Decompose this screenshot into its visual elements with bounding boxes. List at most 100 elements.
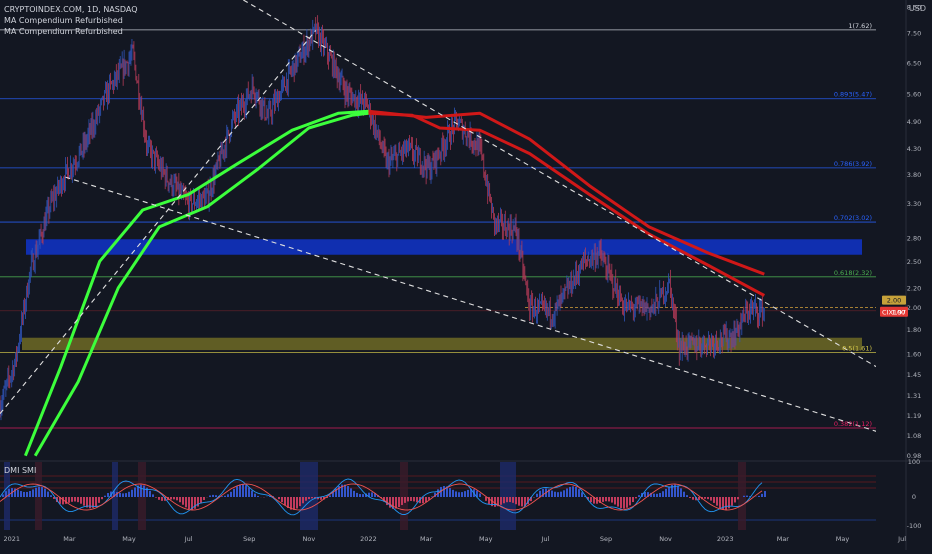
dmi-bar: [635, 497, 637, 498]
dmi-bar: [350, 488, 352, 497]
dmi-bar: [299, 497, 301, 506]
dmi-bar: [632, 497, 634, 502]
y-tick-1: 7.50: [907, 30, 921, 38]
dmi-bar: [224, 496, 226, 497]
dmi-bar: [638, 495, 640, 497]
dmi-bar: [692, 497, 694, 500]
fib-label-0: 1(7.62): [848, 22, 872, 30]
x-tick-9: Jul: [540, 535, 549, 543]
dmi-bar: [131, 490, 133, 497]
dmi-bar: [443, 486, 445, 497]
dmi-bar: [296, 497, 298, 508]
dmi-bar: [602, 497, 604, 502]
dmi-bar: [731, 497, 733, 506]
fib-label-6: 0.382(1.12): [834, 420, 872, 428]
x-tick-5: Nov: [302, 535, 315, 543]
dmi-bar: [359, 494, 361, 497]
dmi-bar: [347, 486, 349, 497]
dmi-bar: [101, 497, 103, 499]
dmi-label[interactable]: DMI SMI: [4, 466, 36, 475]
dmi-bar: [707, 497, 709, 499]
dmi-bar: [662, 491, 664, 497]
dmi-bar: [614, 497, 616, 504]
dmi-bar: [35, 488, 37, 497]
dmi-bar: [83, 497, 85, 506]
dmi-bar: [344, 485, 346, 497]
dmi-bar: [626, 497, 628, 508]
dmi-bar: [221, 496, 223, 497]
dmi-bar: [104, 496, 106, 497]
dmi-bar: [29, 491, 31, 497]
y-tick-7: 3.30: [907, 200, 921, 208]
fib-label-2: 0.786(3.92): [834, 160, 872, 168]
dmi-bar: [575, 487, 577, 497]
dmi-bar: [248, 488, 250, 497]
dmi-bar: [293, 497, 295, 510]
dmi-band-6: [500, 462, 516, 530]
dmi-bar: [197, 497, 199, 506]
dmi-bar: [572, 486, 574, 497]
dmi-bar: [461, 492, 463, 497]
dmi-bar: [719, 497, 721, 508]
currency-label: USD: [909, 4, 926, 13]
dmi-bar: [140, 485, 142, 497]
dmi-bar: [554, 492, 556, 497]
dmi-bar: [236, 486, 238, 497]
dmi-bar: [629, 497, 631, 505]
dmi-tick-1: 0: [912, 493, 916, 501]
dmi-bar: [689, 497, 691, 498]
dmi-bar: [407, 497, 409, 501]
dmi-bar: [233, 489, 235, 497]
dmi-bar: [329, 495, 331, 497]
dmi-bar: [107, 493, 109, 497]
dmi-bar: [764, 491, 766, 497]
dmi-bar: [134, 487, 136, 497]
y-tick-5: 4.30: [907, 145, 921, 153]
dmi-bar: [710, 497, 712, 501]
dmi-bar: [659, 493, 661, 497]
dmi-bar: [686, 495, 688, 497]
dmi-bar: [20, 491, 22, 497]
x-tick-15: Jul: [897, 535, 906, 543]
x-tick-14: May: [836, 535, 850, 543]
dmi-bar: [746, 496, 748, 497]
dmi-bar: [464, 491, 466, 497]
x-tick-12: 2023: [717, 535, 734, 543]
dmi-bar: [590, 497, 592, 502]
y-tick-4: 4.90: [907, 118, 921, 126]
dmi-bar: [422, 497, 424, 503]
dmi-bar: [758, 496, 760, 497]
dmi-bar: [410, 497, 412, 501]
dmi-bar: [2, 494, 4, 497]
dmi-bar: [509, 497, 511, 502]
dmi-bar: [98, 497, 100, 503]
dmi-bar: [245, 485, 247, 497]
dmi-bar: [89, 497, 91, 508]
dmi-bar: [188, 497, 190, 509]
dmi-bar: [32, 489, 34, 497]
dmi-bar: [467, 490, 469, 497]
dmi-bar: [305, 497, 307, 501]
dmi-bar: [38, 487, 40, 497]
dmi-bar: [761, 494, 763, 497]
dmi-tick-0: 100: [908, 458, 920, 466]
dmi-bar: [581, 492, 583, 497]
dmi-bar: [308, 497, 310, 499]
dmi-bar: [251, 491, 253, 497]
dmi-bar: [557, 492, 559, 497]
dmi-bar: [74, 497, 76, 501]
dmi-bar: [698, 497, 700, 500]
dmi-bar: [458, 492, 460, 497]
dmi-bar: [68, 497, 70, 503]
y-tick-13: 1.60: [907, 350, 921, 358]
dmi-bar: [668, 487, 670, 497]
dmi-bar: [617, 497, 619, 507]
x-tick-3: Jul: [184, 535, 193, 543]
dmi-bar: [455, 491, 457, 497]
indicator-label-1[interactable]: MA Compendium Refurbished: [4, 15, 138, 26]
indicator-label-2[interactable]: MA Compendium Refurbished: [4, 26, 138, 37]
y-tick-3: 5.60: [907, 90, 921, 98]
dmi-bar: [200, 497, 202, 503]
